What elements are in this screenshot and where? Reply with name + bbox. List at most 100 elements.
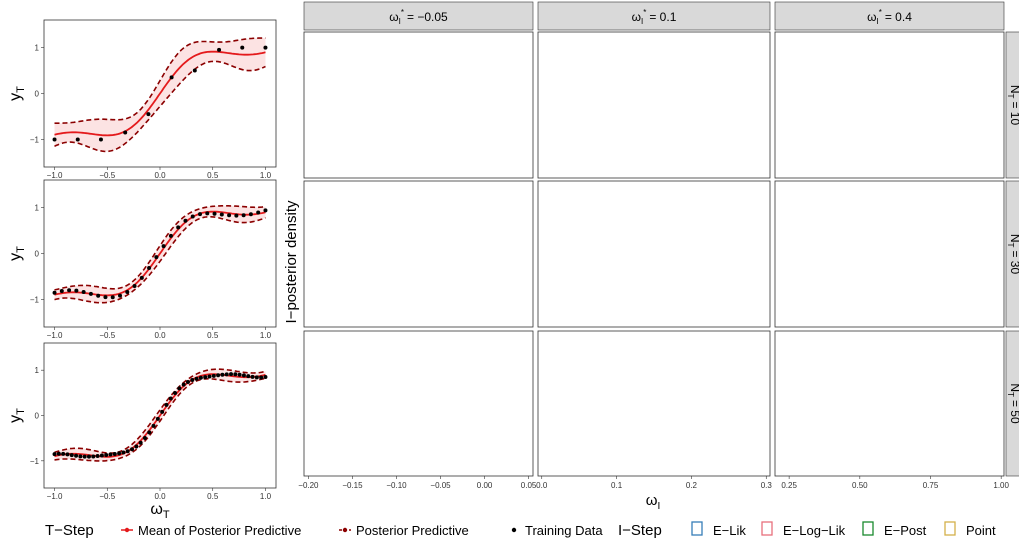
row-strip xyxy=(1005,330,1019,477)
training-point xyxy=(246,374,251,379)
x-tick-label: 1.0 xyxy=(260,492,272,501)
training-point xyxy=(259,375,264,380)
training-point xyxy=(217,47,222,52)
posterior-mean-line xyxy=(54,50,266,137)
row-strip xyxy=(1005,31,1019,179)
training-point xyxy=(160,409,165,414)
legend-label: Point xyxy=(966,523,996,538)
panel-border xyxy=(774,180,1005,328)
training-point xyxy=(67,288,72,293)
training-point xyxy=(211,373,216,378)
training-point xyxy=(142,436,147,441)
training-point xyxy=(118,293,122,298)
panel-border xyxy=(303,330,534,477)
training-point xyxy=(52,137,57,142)
y-tick-label: 1 xyxy=(35,44,40,53)
x-tick-label: 1.00 xyxy=(993,481,1009,490)
x-tick-label: 0.00 xyxy=(477,481,493,490)
training-point xyxy=(52,452,57,457)
y-tick-label: 0 xyxy=(35,250,40,259)
panel-border xyxy=(303,31,534,179)
density-panel xyxy=(537,31,771,179)
row-strip-label: NT= 50 xyxy=(1006,383,1019,424)
training-point xyxy=(134,444,139,449)
x-tick-label: 1.0 xyxy=(260,171,272,180)
panel-border xyxy=(537,31,771,179)
training-point xyxy=(132,283,137,288)
legend-key xyxy=(511,527,517,533)
panel-border xyxy=(537,330,771,477)
x-tick-label: 0.25 xyxy=(781,481,797,490)
training-point xyxy=(212,211,217,216)
legend-key-box xyxy=(691,521,703,536)
training-point xyxy=(263,374,268,379)
training-point xyxy=(74,288,79,293)
x-tick-label: −0.5 xyxy=(99,331,115,340)
training-point xyxy=(56,451,61,456)
x-tick-label: 0.5 xyxy=(207,492,219,501)
y-tick-label: 1 xyxy=(35,204,40,213)
training-point xyxy=(98,137,103,142)
training-point xyxy=(254,375,259,380)
training-point xyxy=(224,372,229,377)
legend-key-box xyxy=(862,521,874,536)
training-point xyxy=(121,450,126,455)
training-point xyxy=(250,374,255,379)
training-point xyxy=(104,452,109,457)
training-point xyxy=(241,213,246,218)
predictive-lower xyxy=(54,60,266,153)
training-point xyxy=(95,454,100,459)
legend-key xyxy=(339,527,351,533)
panel-border xyxy=(303,180,534,328)
training-point xyxy=(59,288,64,293)
training-point xyxy=(154,255,159,260)
legend-t-title: T−Step xyxy=(45,522,94,539)
x-tick-label: −0.5 xyxy=(99,492,115,501)
training-point xyxy=(86,454,91,459)
legend: T−Step Mean of Posterior Predictive Poste… xyxy=(45,521,996,539)
training-point xyxy=(125,449,130,454)
density-panel: −0.20 −0.15 −0.10 −0.05 0.00 0.05 xyxy=(298,330,537,490)
x-tick-label: 0.5 xyxy=(207,331,219,340)
x-tick-label: 0.1 xyxy=(611,481,623,490)
training-point xyxy=(233,372,238,377)
column-strip xyxy=(537,1,771,31)
predictive-lower xyxy=(54,377,266,462)
column-strip-label: ωI* = 0.1 xyxy=(632,8,677,26)
y-tick-label: −1 xyxy=(30,135,40,144)
legend-label: E−Lik xyxy=(713,523,746,538)
t-step-panels: −1.0 −0.5 0.0 0.5 1.0 −1 0 1 ωT yT −1.0 −0.5 0.0 0.5 1… xyxy=(7,19,277,521)
training-point xyxy=(123,130,128,135)
training-point xyxy=(192,68,197,73)
x-tick-label: −0.05 xyxy=(430,481,451,490)
y-tick-label: −1 xyxy=(30,295,40,304)
legend-key-dot xyxy=(124,527,130,533)
y-axis-title: yT xyxy=(7,246,27,261)
y-tick-label: −1 xyxy=(30,457,40,466)
legend-label: Training Data xyxy=(525,523,603,538)
predictive-upper xyxy=(54,37,266,124)
training-point xyxy=(99,453,104,458)
training-point xyxy=(117,451,122,456)
training-point xyxy=(91,454,96,459)
training-point xyxy=(185,379,190,384)
training-point xyxy=(237,372,242,377)
legend-key xyxy=(121,527,133,533)
x-tick-label: −0.10 xyxy=(386,481,407,490)
x-tick-label: 0.75 xyxy=(923,481,939,490)
density-panel: 0.25 0.50 0.75 1.00 xyxy=(774,330,1010,490)
predictive-upper xyxy=(54,205,266,291)
legend-i-items: E−Lik E−Log−Lik E−Post Point xyxy=(691,521,996,538)
column-strip xyxy=(774,1,1005,31)
y-tick-label: 0 xyxy=(35,90,40,99)
predictive-lower xyxy=(54,216,266,304)
predictive-upper xyxy=(54,368,266,454)
density-panel xyxy=(774,180,1005,328)
training-point xyxy=(164,402,169,407)
training-point xyxy=(151,423,156,428)
legend-i-title: I−Step xyxy=(618,522,662,539)
training-point xyxy=(263,208,268,213)
